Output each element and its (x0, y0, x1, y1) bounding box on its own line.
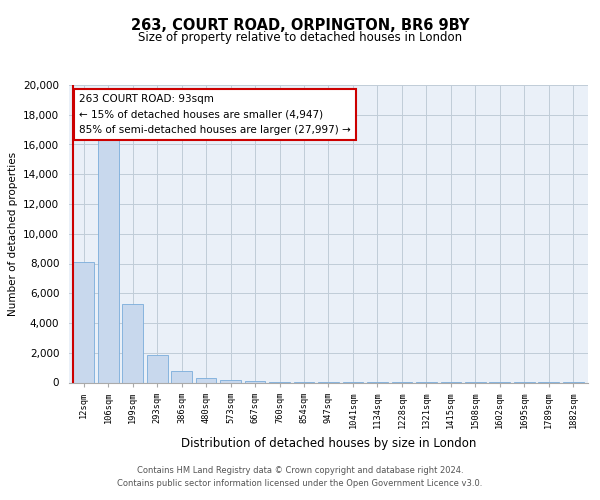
Bar (196, 378, 217, 382)
Text: 263 COURT ROAD: 93sqm
← 15% of detached houses are smaller (4,947)
85% of semi-d: 263 COURT ROAD: 93sqm ← 15% of detached … (79, 94, 351, 135)
Text: Contains HM Land Registry data © Crown copyright and database right 2024.
Contai: Contains HM Land Registry data © Crown c… (118, 466, 482, 487)
Bar (220, 380, 241, 382)
Bar (122, 304, 143, 382)
Y-axis label: Number of detached properties: Number of detached properties (8, 152, 17, 316)
Bar (171, 371, 192, 382)
X-axis label: Distribution of detached houses by size in London: Distribution of detached houses by size … (181, 436, 476, 450)
Bar (98, 136, 119, 382)
Bar (245, 381, 265, 382)
Bar (147, 355, 167, 382)
Bar (73, 262, 94, 382)
Text: 263, COURT ROAD, ORPINGTON, BR6 9BY: 263, COURT ROAD, ORPINGTON, BR6 9BY (131, 18, 469, 32)
Text: Size of property relative to detached houses in London: Size of property relative to detached ho… (138, 31, 462, 44)
